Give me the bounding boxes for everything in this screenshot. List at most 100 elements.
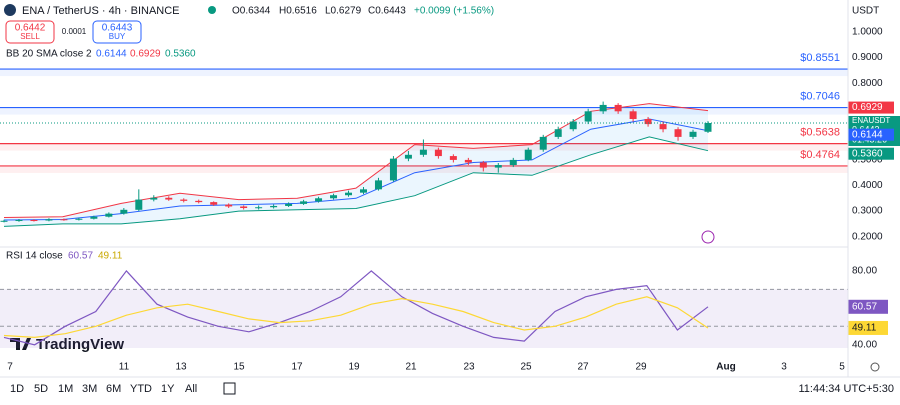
- level-zone: [0, 143, 848, 151]
- x-tick-label: 5: [839, 362, 845, 373]
- candle-body: [674, 129, 682, 137]
- candle-body: [704, 123, 712, 132]
- candle-body: [120, 209, 128, 214]
- bb-upper-value: 0.6929: [130, 49, 161, 60]
- rsi-name: RSI 14 close: [6, 251, 63, 262]
- candle-body: [150, 197, 158, 200]
- rsi-value: 60.57: [68, 251, 93, 262]
- candle-body: [689, 131, 697, 137]
- x-tick-label: 3: [781, 362, 787, 373]
- candle-body: [404, 154, 412, 159]
- candle-body: [464, 159, 472, 163]
- price-tag: [848, 128, 894, 141]
- symbol-icon: [4, 4, 16, 16]
- price-tag-label: 0.6144: [852, 129, 883, 140]
- y-tick-label: 0.3000: [852, 206, 883, 217]
- candle-body: [569, 121, 577, 130]
- range-button[interactable]: 6M: [106, 383, 121, 395]
- spread: 0.0001: [62, 27, 87, 36]
- candle-body: [285, 203, 293, 206]
- x-tick-label: 29: [635, 362, 647, 373]
- candle-body: [419, 149, 427, 155]
- candle-body: [374, 180, 382, 190]
- ohlc-high: H0.6516: [279, 6, 317, 17]
- candle-body: [494, 165, 502, 168]
- x-tick-label: 13: [175, 362, 187, 373]
- sell-button[interactable]: 0.6442 SELL: [5, 20, 55, 44]
- candle-body: [509, 159, 517, 166]
- level-label: $0.7046: [800, 90, 840, 102]
- buy-price: 0.6443: [102, 23, 133, 34]
- calendar-icon[interactable]: [223, 382, 236, 395]
- range-button[interactable]: 5D: [34, 383, 48, 395]
- x-tick-label: 27: [577, 362, 589, 373]
- bb-lower: [3, 136, 709, 227]
- level-zone: [0, 69, 848, 77]
- ohlc-close: C0.6443: [368, 6, 406, 17]
- candle-body: [240, 206, 248, 209]
- y-tick-label: 1.0000: [852, 27, 883, 38]
- x-tick-label: 21: [405, 362, 417, 373]
- candle-body: [60, 219, 68, 221]
- candle-body: [255, 207, 263, 209]
- candle-body: [75, 218, 83, 220]
- candle-body: [524, 149, 532, 160]
- currency[interactable]: USDT: [852, 6, 879, 17]
- candle-body: [434, 149, 442, 157]
- last-symbol: ENAUSDT: [852, 116, 890, 125]
- clock: 11:44:34 UTC+5:30: [799, 383, 895, 395]
- range-button[interactable]: 1M: [58, 383, 73, 395]
- price-tag: [848, 101, 894, 114]
- x-tick-label: 25: [520, 362, 532, 373]
- candle-body: [135, 199, 143, 210]
- x-tick-label: 23: [463, 362, 475, 373]
- candle-body: [389, 158, 397, 181]
- range-button[interactable]: All: [185, 383, 197, 395]
- y-tick-label: 0.2000: [852, 231, 883, 242]
- candle-body: [479, 162, 487, 168]
- bb-fill: [4, 103, 708, 227]
- candle-body: [195, 200, 203, 203]
- ohlc-change: +0.0099 (+1.56%): [414, 6, 494, 17]
- candle-body: [105, 213, 113, 217]
- x-tick-label: 15: [233, 362, 245, 373]
- buy-button[interactable]: 0.6443 BUY: [92, 20, 142, 44]
- candle-body: [45, 219, 53, 221]
- indicator-name: BB 20 SMA close 2: [6, 49, 92, 60]
- level-label: $0.4764: [800, 149, 840, 161]
- candle-body: [599, 104, 607, 112]
- candle-body: [359, 189, 367, 193]
- sell-label: SELL: [20, 32, 40, 41]
- rsi-rsi: [3, 269, 709, 346]
- logo: TradingView: [10, 336, 124, 353]
- rsi-tick-label: 80.00: [852, 266, 877, 277]
- rsi-tag: [848, 320, 888, 335]
- y-tick-label: 0.8000: [852, 78, 883, 89]
- range-button[interactable]: 1D: [10, 383, 24, 395]
- buy-label: BUY: [109, 32, 126, 41]
- rsi-tag-label: 49.11: [852, 323, 877, 334]
- bb-lower-value: 0.5360: [165, 49, 196, 60]
- candle-body: [584, 111, 592, 122]
- rsi-ma-value: 49.11: [98, 251, 123, 262]
- rsi-tick-label: 40.00: [852, 339, 877, 350]
- candle-body: [270, 205, 278, 208]
- y-tick-label: 0.5000: [852, 155, 883, 166]
- range-button[interactable]: 3M: [82, 383, 97, 395]
- candle-body: [15, 220, 23, 222]
- settings-icon[interactable]: [870, 362, 880, 372]
- range-button[interactable]: YTD: [130, 383, 152, 395]
- sell-price: 0.6442: [15, 23, 46, 34]
- candle-body: [165, 197, 173, 200]
- rsi-zone: [0, 289, 848, 348]
- level-zone: [0, 165, 848, 173]
- ohlc-open: O0.6344: [232, 6, 271, 17]
- rsi-tag-label: 60.57: [852, 301, 877, 312]
- x-tick-label: 7: [7, 362, 13, 373]
- price-tag-label: 0.6929: [852, 102, 883, 113]
- range-button[interactable]: 1Y: [161, 383, 175, 395]
- candle-body: [210, 202, 218, 205]
- candle-body: [644, 118, 652, 125]
- candle-body: [659, 124, 667, 130]
